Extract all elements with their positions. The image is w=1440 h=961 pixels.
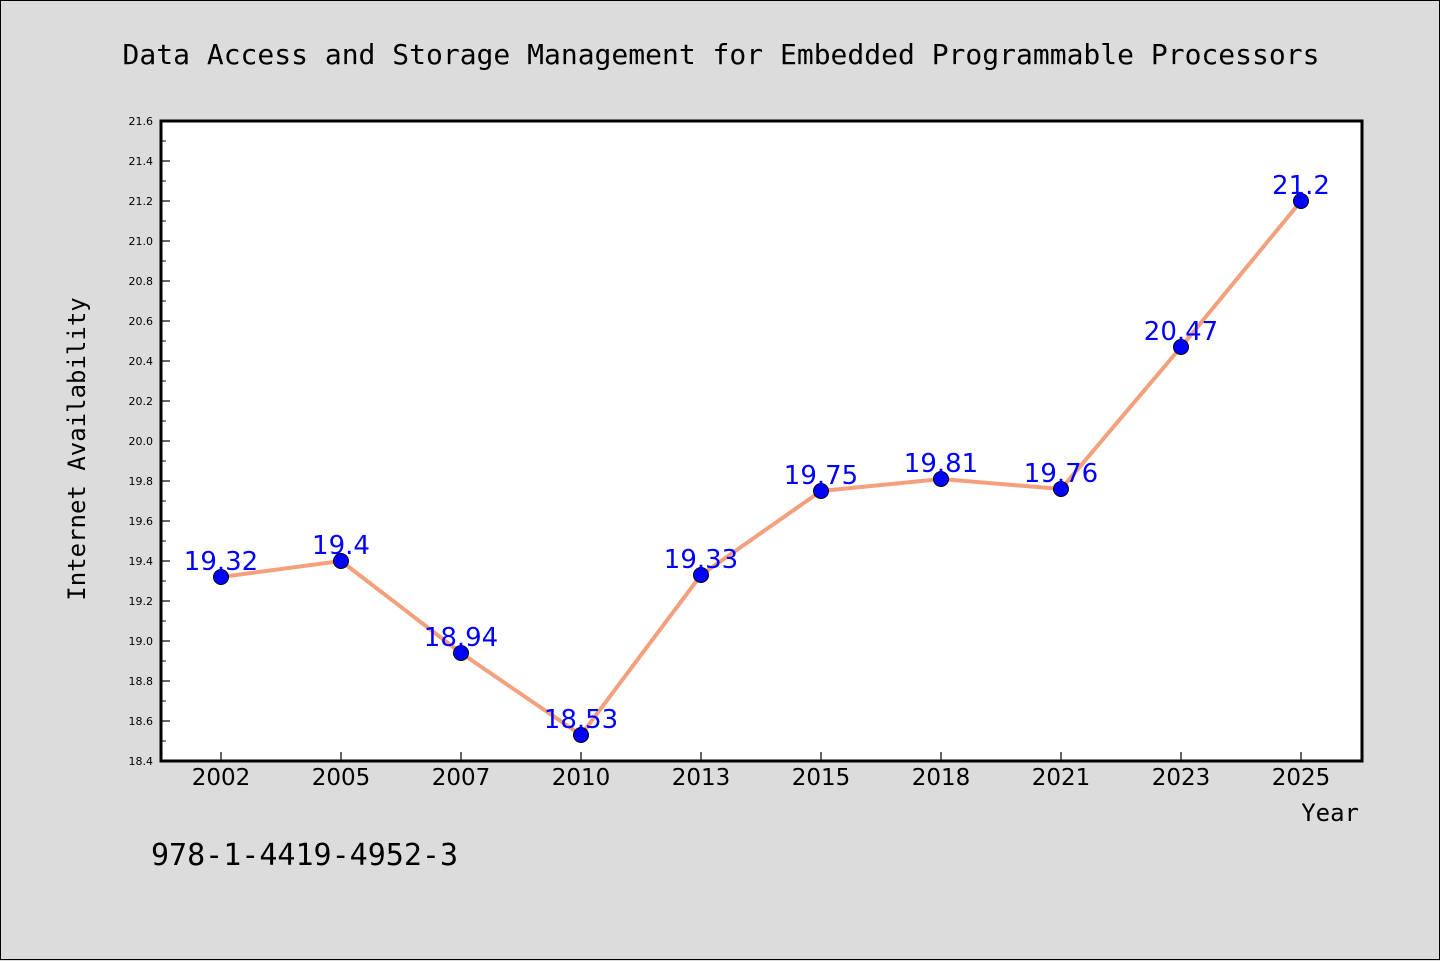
data-label: 19.76 xyxy=(1024,459,1098,489)
y-tick-label: 21.2 xyxy=(129,195,154,208)
data-label: 18.94 xyxy=(424,623,498,653)
data-label: 20.47 xyxy=(1144,317,1218,347)
plot-area xyxy=(159,119,1364,763)
y-tick-label: 20.6 xyxy=(129,315,154,328)
data-point xyxy=(813,483,829,499)
isbn-footer: 978-1-4419-4952-3 xyxy=(151,838,458,873)
x-axis-label: Year xyxy=(1301,799,1359,827)
y-axis-label: Internet Availability xyxy=(63,297,91,600)
x-tick-label: 2002 xyxy=(192,765,251,791)
y-tick-label: 18.4 xyxy=(129,755,154,768)
data-point xyxy=(333,553,349,569)
y-tick-label: 21.0 xyxy=(129,235,154,248)
data-label: 18.53 xyxy=(544,705,618,735)
data-point xyxy=(453,645,469,661)
y-tick-label: 19.4 xyxy=(129,555,154,568)
data-label: 19.75 xyxy=(784,461,858,491)
data-point xyxy=(1293,193,1309,209)
data-point xyxy=(933,471,949,487)
y-tick-label: 20.0 xyxy=(129,435,154,448)
y-tick-label: 18.8 xyxy=(129,675,154,688)
x-tick-label: 2007 xyxy=(432,765,491,791)
y-tick-label: 18.6 xyxy=(129,715,154,728)
y-tick-label: 19.0 xyxy=(129,635,154,648)
data-label: 19.81 xyxy=(904,449,978,479)
y-tick-label: 20.8 xyxy=(129,275,154,288)
x-tick-label: 2015 xyxy=(792,765,851,791)
y-tick-label: 19.8 xyxy=(129,475,154,488)
x-tick-label: 2021 xyxy=(1032,765,1091,791)
y-tick-label: 21.4 xyxy=(129,155,154,168)
y-tick-label: 20.4 xyxy=(129,355,154,368)
data-point xyxy=(693,567,709,583)
x-tick-label: 2013 xyxy=(672,765,731,791)
series-line xyxy=(219,199,1303,737)
y-tick-label: 21.6 xyxy=(129,115,154,128)
x-tick-label: 2025 xyxy=(1272,765,1331,791)
y-tick-label: 19.2 xyxy=(129,595,154,608)
data-point xyxy=(1173,339,1189,355)
x-tick-label: 2018 xyxy=(912,765,971,791)
x-tick-label: 2005 xyxy=(312,765,371,791)
x-tick-label: 2023 xyxy=(1152,765,1211,791)
data-point xyxy=(573,727,589,743)
y-tick-label: 20.2 xyxy=(129,395,154,408)
x-tick-label: 2010 xyxy=(552,765,611,791)
y-tick-label: 19.6 xyxy=(129,515,154,528)
data-label: 19.32 xyxy=(184,547,258,577)
data-point xyxy=(213,569,229,585)
x-axis: 2002 2005 2007 2010 2013 2015 2018 2021 2023 2025 xyxy=(192,752,1331,791)
data-label: 19.33 xyxy=(664,545,738,575)
data-label: 21.2 xyxy=(1272,171,1330,201)
data-label: 19.4 xyxy=(312,531,370,561)
series-group: 19.32 19.4 18.94 18.53 19.33 19.75 19.81 19.76 2… xyxy=(184,171,1330,743)
y-axis: 18.4 18.6 18.8 19.0 19.2 19.4 19.6 19.8 20.0 20.2… xyxy=(129,115,170,768)
data-point xyxy=(1053,481,1069,497)
chart-title: Data Access and Storage Management for E… xyxy=(123,38,1320,71)
